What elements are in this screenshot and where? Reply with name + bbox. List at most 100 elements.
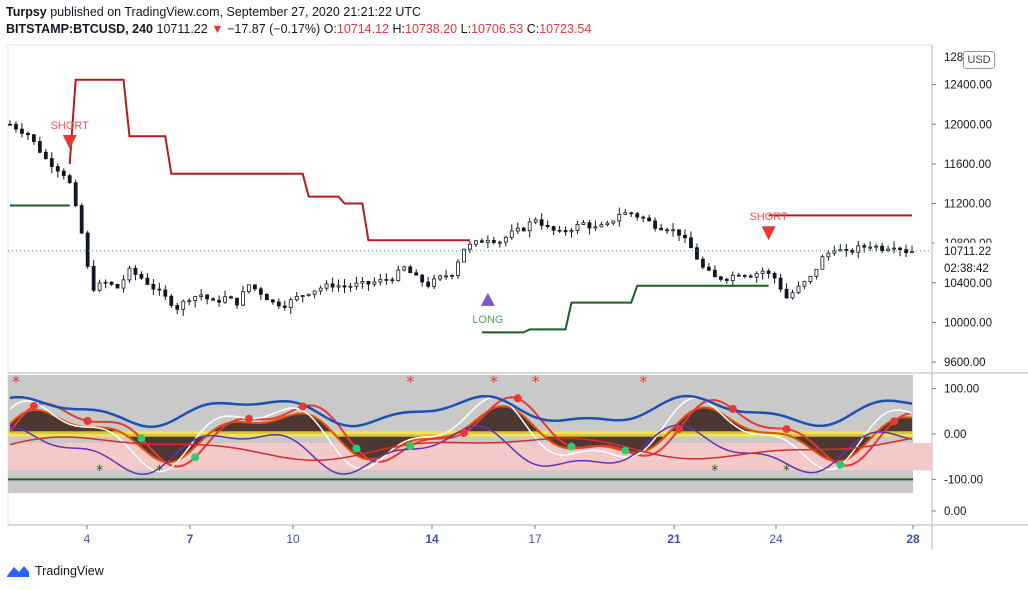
candle [784,283,789,299]
candle-body-down [390,279,395,282]
candle-body-down [426,281,431,287]
low-label: L: [460,22,472,36]
osc-star-icon: * [711,463,718,479]
candle [109,281,114,286]
candle-body-up [462,248,466,263]
candle [545,220,550,229]
candle-body-down [169,295,174,306]
candle-body-up [294,295,299,301]
osc-dot [459,428,468,437]
candle-body-up [103,281,108,284]
candle [312,290,317,299]
candle [20,123,24,138]
brand-name: TradingView [35,564,104,578]
candle [175,302,180,315]
candle-body-down [49,158,54,167]
candle [97,279,102,292]
candle-body-down [229,296,233,299]
symbol-label[interactable]: BITSTAMP:BTCUSD, 240 [6,22,154,36]
candle [294,291,299,302]
osc-star-icon: * [96,463,103,479]
candle [85,230,90,269]
candle [659,224,664,231]
candle [199,288,204,301]
candle-body-up [396,269,401,281]
candle [205,294,210,305]
candle [79,203,84,235]
candle [264,293,269,301]
candle-body-down [635,213,640,218]
candle-body-down [342,285,347,288]
candle [491,236,496,245]
candle-body-down [79,205,84,234]
open-value: 10714.12 [336,22,390,36]
candle [26,131,30,141]
candle-body-up [450,274,454,277]
candle [641,215,646,223]
osc-dot [675,424,684,433]
candle [868,241,873,252]
candle-body-down [384,278,389,281]
candle [169,293,174,308]
candle [485,235,490,249]
candle [235,297,239,309]
osc-dot [836,460,845,469]
candle-body-up [808,275,813,282]
candle-body-up [247,284,251,293]
candle-body-down [784,288,789,299]
open-label: O: [323,22,337,36]
candle-body-down [55,166,60,172]
candle [229,295,233,299]
candle-body-down [414,272,419,276]
candle [61,168,66,180]
osc-dot [83,417,92,426]
y-tick-label-partial: 128 [944,52,963,64]
ohlc-legend: BITSTAMP:BTCUSD, 240 10711.22 ▼ −17.87 (… [6,22,591,36]
candle-body-down [8,123,12,126]
osc-dot [567,442,576,451]
osc-white-line [9,396,913,473]
candle [384,273,389,285]
candle-body-up [533,219,538,223]
candle-body-up [199,294,204,297]
y-tick-label: 12000.00 [944,119,992,131]
candle [276,298,281,309]
change-value: −17.87 (−0.17%) [227,22,321,36]
candle [581,220,586,225]
author-name[interactable]: Turpsy [6,5,47,19]
candle [503,235,508,247]
candle [37,136,42,154]
candle [707,263,711,272]
candle-body-up [300,295,305,297]
candle-body-down [880,245,885,251]
candle-body-up [318,287,323,292]
candle [898,246,902,257]
long-arrow-icon [480,292,495,306]
candle-body-up [796,285,801,294]
candle [139,271,144,280]
candle [145,273,150,286]
high-label: H: [392,22,406,36]
candle-body-up [814,268,819,277]
candle-body-up [802,281,807,287]
candle-body-down [695,247,699,260]
candle-body-down [43,151,48,159]
candle [874,243,879,252]
y-tick-label: 11200.00 [944,199,991,211]
y-tick-label: 10000.00 [944,317,992,329]
candle [426,276,431,289]
candle [241,285,245,307]
candle [151,279,156,296]
candle-body-down [366,280,371,285]
x-tick-label: 14 [425,532,439,546]
candle [736,272,741,277]
currency-badge[interactable]: USD [963,51,995,69]
osc-dot [244,414,253,423]
candle [462,248,466,263]
candle [127,265,132,283]
tradingview-logo[interactable]: TradingView [6,564,104,578]
osc-dot [621,446,630,455]
candle [91,259,96,292]
candle-body-up [223,296,227,303]
